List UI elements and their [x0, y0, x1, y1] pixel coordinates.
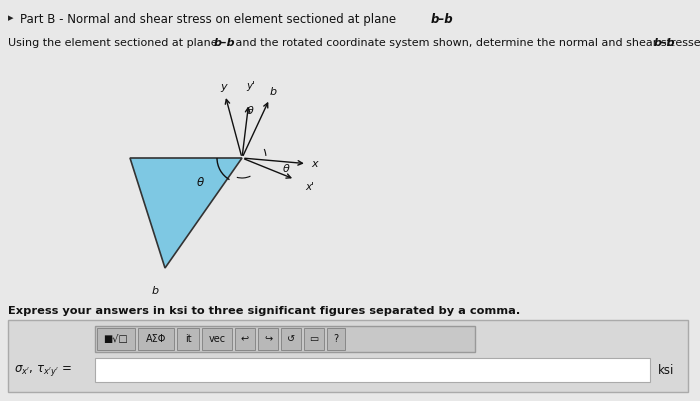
FancyBboxPatch shape: [304, 328, 324, 350]
Text: b–b: b–b: [431, 13, 454, 26]
FancyBboxPatch shape: [202, 328, 232, 350]
FancyBboxPatch shape: [281, 328, 301, 350]
Text: b: b: [151, 286, 159, 296]
Text: ↩: ↩: [241, 334, 249, 344]
Text: b: b: [270, 87, 276, 97]
FancyBboxPatch shape: [327, 328, 345, 350]
Polygon shape: [130, 158, 242, 268]
FancyBboxPatch shape: [97, 328, 135, 350]
Text: $\theta$: $\theta$: [282, 162, 290, 174]
Text: y': y': [246, 81, 255, 91]
Text: ↺: ↺: [287, 334, 295, 344]
Text: b–b: b–b: [214, 38, 236, 48]
Text: x: x: [312, 159, 318, 169]
Text: ↪: ↪: [264, 334, 272, 344]
FancyBboxPatch shape: [258, 328, 278, 350]
Text: ▸: ▸: [8, 13, 13, 23]
Text: $\theta$: $\theta$: [195, 176, 204, 190]
Text: and the rotated coordinate system shown, determine the normal and shear stresses: and the rotated coordinate system shown,…: [232, 38, 700, 48]
FancyBboxPatch shape: [138, 328, 174, 350]
Text: ?: ?: [333, 334, 339, 344]
Text: vec: vec: [209, 334, 225, 344]
Text: $\sigma_{x'}$, $\tau_{x'y'}$ =: $\sigma_{x'}$, $\tau_{x'y'}$ =: [14, 363, 72, 377]
Text: .: .: [672, 38, 676, 48]
Text: Using the element sectioned at plane: Using the element sectioned at plane: [8, 38, 221, 48]
Text: Express your answers in ksi to three significant figures separated by a comma.: Express your answers in ksi to three sig…: [8, 306, 520, 316]
Text: Part B - Normal and shear stress on element sectioned at plane: Part B - Normal and shear stress on elem…: [20, 13, 400, 26]
Text: ■√□: ■√□: [104, 334, 128, 344]
FancyBboxPatch shape: [8, 320, 688, 392]
Text: it: it: [185, 334, 191, 344]
Text: AΣΦ: AΣΦ: [146, 334, 166, 344]
Text: x': x': [305, 182, 314, 192]
Text: ▭: ▭: [309, 334, 318, 344]
Text: $\theta$: $\theta$: [246, 104, 254, 116]
FancyBboxPatch shape: [235, 328, 255, 350]
FancyBboxPatch shape: [95, 326, 475, 352]
FancyBboxPatch shape: [177, 328, 199, 350]
FancyBboxPatch shape: [95, 358, 650, 382]
Text: y: y: [220, 83, 226, 93]
Text: ksi: ksi: [658, 363, 674, 377]
Text: b–b: b–b: [654, 38, 676, 48]
